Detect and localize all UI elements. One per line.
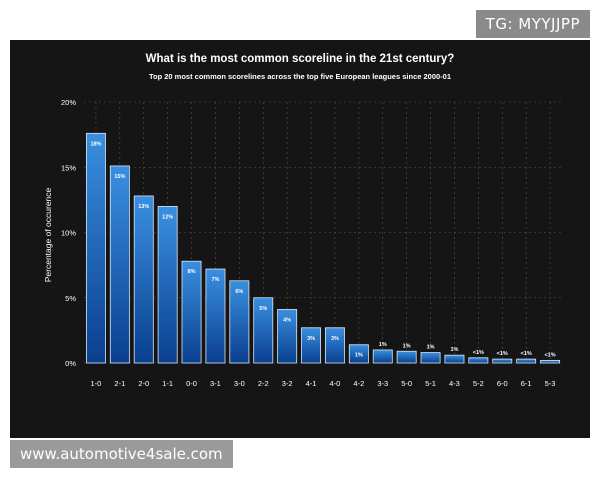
grid-lines <box>84 101 562 364</box>
chart-card: What is the most common scoreline in the… <box>10 40 590 473</box>
x-tick-label: 4-0 <box>330 379 341 388</box>
y-tick-label: 20% <box>61 98 76 107</box>
bar <box>372 349 393 364</box>
y-tick-labels: 0% 5% 10% 15% 20% <box>61 98 76 368</box>
bar <box>157 205 178 364</box>
x-tick-label: 5-3 <box>545 379 556 388</box>
bar <box>468 357 489 364</box>
x-tick-label: 4-2 <box>353 379 364 388</box>
data-label: 18% <box>90 141 101 147</box>
x-tick-label: 1-0 <box>91 379 102 388</box>
y-tick-label: 10% <box>61 229 76 238</box>
y-tick-label: 15% <box>61 163 76 172</box>
watermark-top: TG: MYYJJPP <box>475 10 590 38</box>
watermark-bottom: www.automotive4sale.com <box>10 440 233 468</box>
x-tick-label: 2-1 <box>114 379 125 388</box>
x-tick-label: 6-0 <box>497 379 508 388</box>
x-tick-label: 5-0 <box>401 379 412 388</box>
data-label: 1% <box>427 345 435 351</box>
data-label: 3% <box>307 336 315 342</box>
data-label: <1% <box>497 351 508 357</box>
x-tick-label: 1-1 <box>162 379 173 388</box>
data-label: 7% <box>211 277 219 283</box>
chart-subtitle: Top 20 most common scorelines across the… <box>149 72 451 81</box>
bars <box>85 132 561 364</box>
x-tick-label: 4-1 <box>306 379 317 388</box>
bar <box>492 358 513 364</box>
data-label: <1% <box>521 351 532 357</box>
bar <box>324 327 345 364</box>
data-label: 4% <box>283 317 291 323</box>
bar <box>229 280 250 364</box>
y-tick-label: 0% <box>65 359 76 368</box>
bar <box>348 344 369 364</box>
data-label: 1% <box>379 342 387 348</box>
x-tick-label: 3-2 <box>282 379 293 388</box>
scoreline-chart: What is the most common scoreline in the… <box>43 53 562 388</box>
data-labels: 18% 15% 13% 12% 8% 7% 6% 5% 4% 3% 3% 1% 1% 1% 1% 1% <1% <… <box>90 141 555 358</box>
bar <box>277 309 298 364</box>
data-label: 3% <box>331 336 339 342</box>
bar <box>85 132 106 364</box>
bar <box>205 268 226 364</box>
bar <box>109 165 130 364</box>
data-label: 8% <box>188 269 196 275</box>
x-tick-label: 3-0 <box>234 379 245 388</box>
chart-title: What is the most common scoreline in the… <box>146 53 455 65</box>
bar <box>181 260 202 364</box>
bar <box>444 354 465 364</box>
x-tick-label: 4-3 <box>449 379 460 388</box>
data-label: <1% <box>544 352 555 358</box>
bar <box>396 350 417 364</box>
x-tick-label: 2-0 <box>138 379 149 388</box>
x-tick-label: 5-2 <box>473 379 484 388</box>
bar <box>301 327 322 364</box>
x-tick-label: 3-3 <box>377 379 388 388</box>
data-label: 1% <box>355 353 363 359</box>
data-label: 6% <box>235 289 243 295</box>
x-tick-label: 3-1 <box>210 379 221 388</box>
data-label: 1% <box>450 347 458 353</box>
y-tick-label: 5% <box>65 294 76 303</box>
data-label: 12% <box>162 214 173 220</box>
bar <box>133 195 154 364</box>
x-tick-label: 6-1 <box>521 379 532 388</box>
bar <box>253 297 274 364</box>
y-axis-label: Percentage of occurence <box>43 187 53 282</box>
data-label: 1% <box>403 343 411 349</box>
data-label: 15% <box>114 174 125 180</box>
x-tick-labels: 1-0 2-1 2-0 1-1 0-0 3-1 3-0 2-2 3-2 4-1 4-0 4-2 3-3 5… <box>91 379 556 388</box>
data-label: 13% <box>138 204 149 210</box>
bar <box>540 359 561 364</box>
bar <box>420 352 441 364</box>
data-label: <1% <box>473 350 484 356</box>
x-tick-label: 5-1 <box>425 379 436 388</box>
x-tick-label: 0-0 <box>186 379 197 388</box>
x-tick-label: 2-2 <box>258 379 269 388</box>
data-label: 5% <box>259 306 267 312</box>
bar <box>516 358 537 364</box>
